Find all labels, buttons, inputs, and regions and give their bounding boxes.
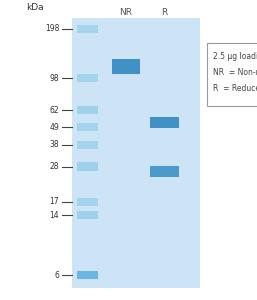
Bar <box>77 74 98 82</box>
Bar <box>150 166 179 177</box>
Text: R  = Reduced: R = Reduced <box>213 84 257 93</box>
Bar <box>77 123 98 131</box>
Bar <box>77 271 98 279</box>
Bar <box>77 198 98 206</box>
Bar <box>77 163 98 171</box>
Text: 198: 198 <box>45 24 59 33</box>
Bar <box>112 59 140 74</box>
Text: R: R <box>161 8 168 16</box>
Bar <box>77 106 98 115</box>
Text: 49: 49 <box>49 122 59 131</box>
Text: 17: 17 <box>50 197 59 206</box>
Text: kDa: kDa <box>26 3 43 12</box>
Text: NR: NR <box>120 8 132 16</box>
Text: 62: 62 <box>50 106 59 115</box>
Text: 6: 6 <box>54 271 59 280</box>
Text: NR  = Non-reduced: NR = Non-reduced <box>213 68 257 77</box>
Text: 28: 28 <box>50 162 59 171</box>
Bar <box>77 25 98 33</box>
Text: 2.5 μg loading: 2.5 μg loading <box>213 52 257 62</box>
Text: 14: 14 <box>50 211 59 220</box>
Text: 98: 98 <box>50 74 59 83</box>
Bar <box>150 118 179 128</box>
Text: 38: 38 <box>50 140 59 149</box>
Bar <box>77 141 98 149</box>
Bar <box>77 211 98 219</box>
